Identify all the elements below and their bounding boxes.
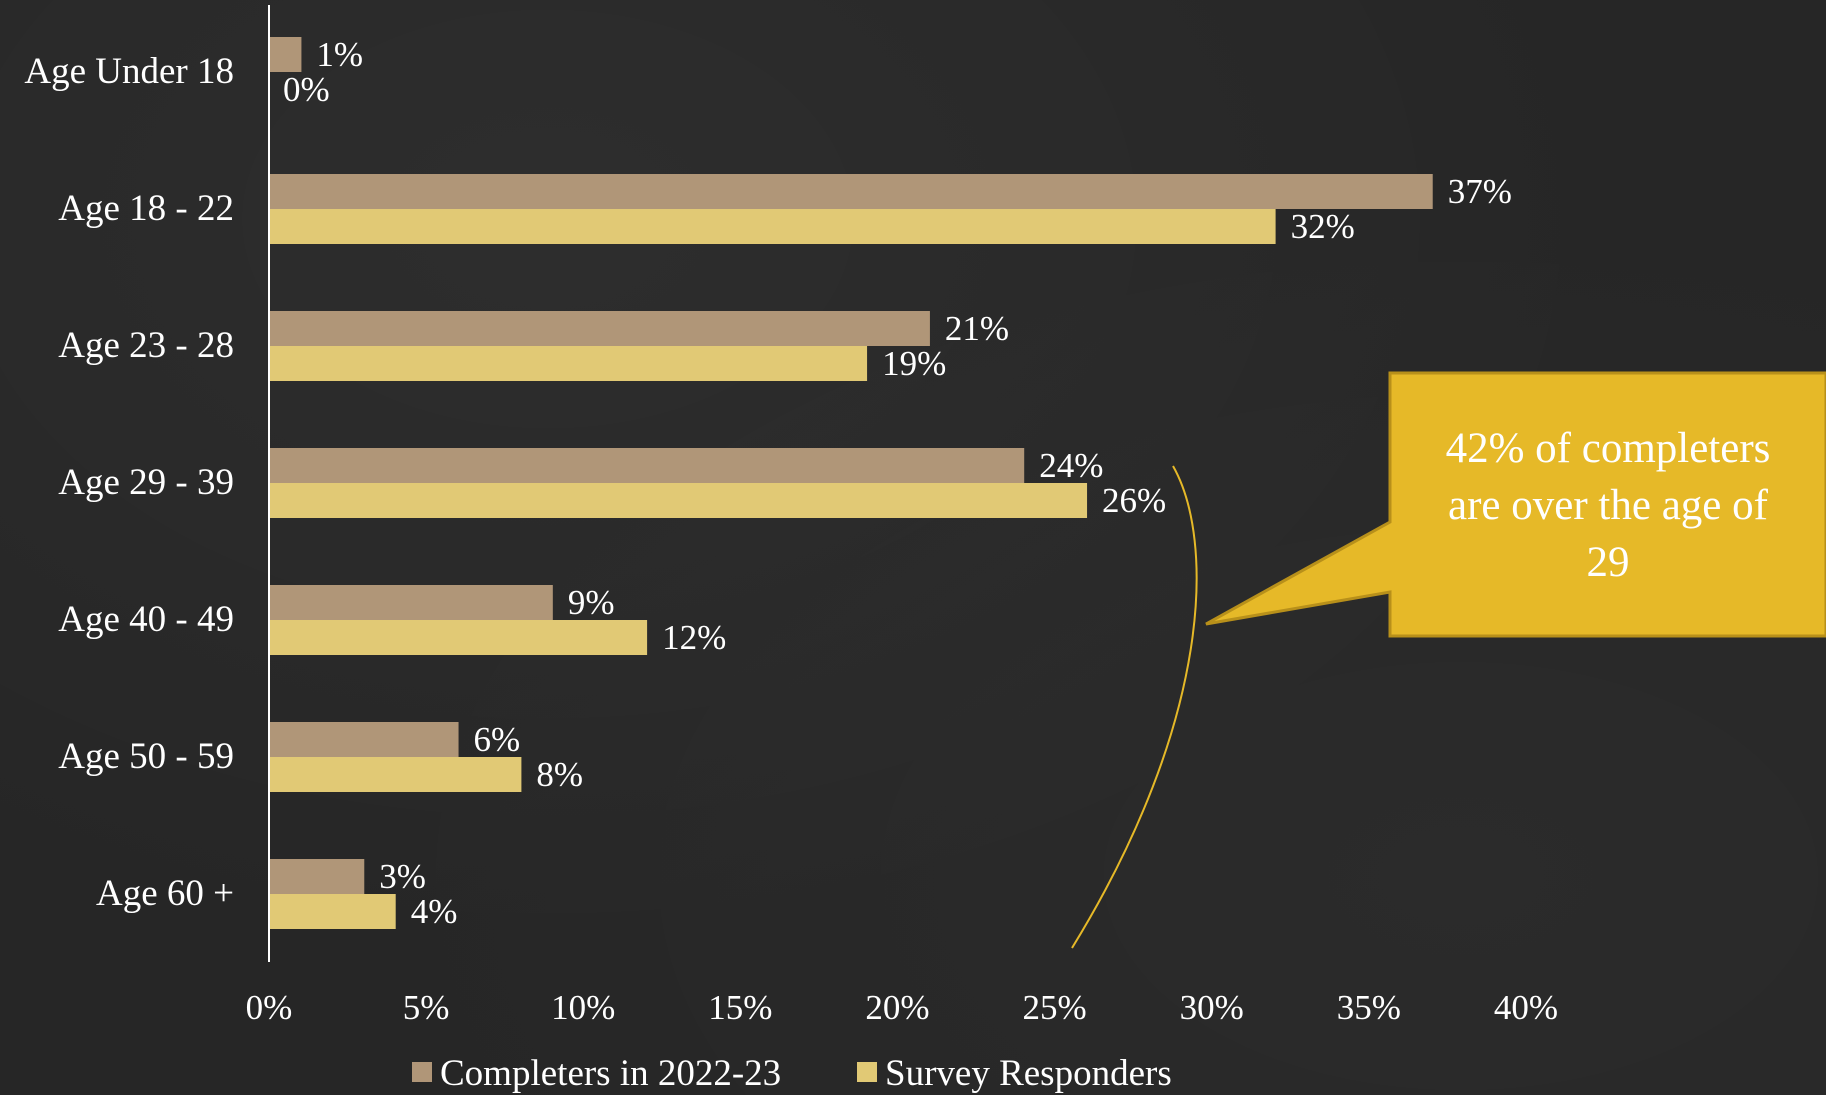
x-axis-tick-label: 20%	[865, 988, 929, 1027]
annotation-bracket	[1071, 465, 1198, 949]
category-label: Age 60 +	[96, 873, 234, 914]
category-label: Age 50 - 59	[58, 736, 234, 777]
bar-survey-responders	[270, 483, 1088, 518]
bar-survey-responders	[270, 346, 868, 381]
data-label-completers: 24%	[1039, 446, 1103, 485]
x-axis-tick-label: 15%	[708, 988, 772, 1027]
bar-completers	[270, 859, 365, 894]
data-label-completers: 1%	[316, 35, 363, 74]
legend-label-completers: Completers in 2022-23	[440, 1053, 781, 1094]
bar-completers	[270, 585, 553, 620]
x-axis-tick-label: 40%	[1494, 988, 1558, 1027]
x-axis-tick-label: 30%	[1180, 988, 1244, 1027]
data-label-completers: 6%	[474, 720, 521, 759]
data-label-survey-responders: 4%	[411, 892, 458, 931]
category-label: Age 29 - 39	[58, 462, 234, 503]
bar-survey-responders	[270, 894, 396, 929]
x-axis-tick-labels: 0% 5% 10% 15% 20% 25% 30% 35% 40%	[246, 988, 1558, 1027]
annotation-callout: 42% of completers are over the age of 29	[1205, 371, 1826, 638]
bar-completers	[270, 174, 1433, 209]
category-label: Age 23 - 28	[58, 325, 234, 366]
data-label-survey-responders: 19%	[882, 344, 946, 383]
category-labels: Age Under 18 Age 18 - 22 Age 23 - 28 Age 29…	[24, 51, 234, 914]
callout-box	[1205, 371, 1826, 638]
data-label-completers: 21%	[945, 309, 1009, 348]
x-axis-tick-label: 5%	[403, 988, 450, 1027]
legend-label-survey-responders: Survey Responders	[885, 1053, 1172, 1094]
data-label-survey-responders: 32%	[1291, 207, 1355, 246]
legend: Completers in 2022-23 Survey Responders	[412, 1053, 1172, 1094]
data-label-survey-responders: 0%	[283, 70, 330, 109]
bar-survey-responders	[270, 620, 648, 655]
data-label-survey-responders: 26%	[1102, 481, 1166, 520]
bar-completers	[270, 448, 1025, 483]
data-label-completers: 3%	[379, 857, 426, 896]
x-axis-tick-label: 25%	[1023, 988, 1087, 1027]
bar-completers	[270, 37, 302, 72]
bar-completers	[270, 311, 930, 346]
x-axis-tick-label: 0%	[246, 988, 293, 1027]
legend-swatch-completers	[412, 1062, 432, 1082]
callout-text-line-2: are over the age of	[1448, 482, 1769, 529]
bar-survey-responders	[270, 757, 522, 792]
category-label: Age Under 18	[24, 51, 234, 92]
legend-swatch-survey-responders	[857, 1062, 877, 1082]
bars-layer	[270, 37, 1433, 929]
data-labels: 1%0% 37% 32% 21%19% 24%26% 9% 12% 6% 8% 3%4%	[283, 35, 1512, 931]
data-label-survey-responders: 12%	[662, 618, 726, 657]
data-label-completers: 37%	[1448, 172, 1512, 211]
bar-survey-responders	[270, 209, 1276, 244]
callout-text-line-1: 42% of completers	[1446, 425, 1771, 472]
x-axis-tick-label: 35%	[1337, 988, 1401, 1027]
x-axis-tick-label: 10%	[551, 988, 615, 1027]
category-label: Age 18 - 22	[58, 188, 234, 229]
data-label-completers: 9%	[568, 583, 615, 622]
data-label-survey-responders: 8%	[536, 755, 583, 794]
callout-text-line-3: 29	[1587, 539, 1630, 586]
category-label: Age 40 - 49	[58, 599, 234, 640]
bar-completers	[270, 722, 459, 757]
